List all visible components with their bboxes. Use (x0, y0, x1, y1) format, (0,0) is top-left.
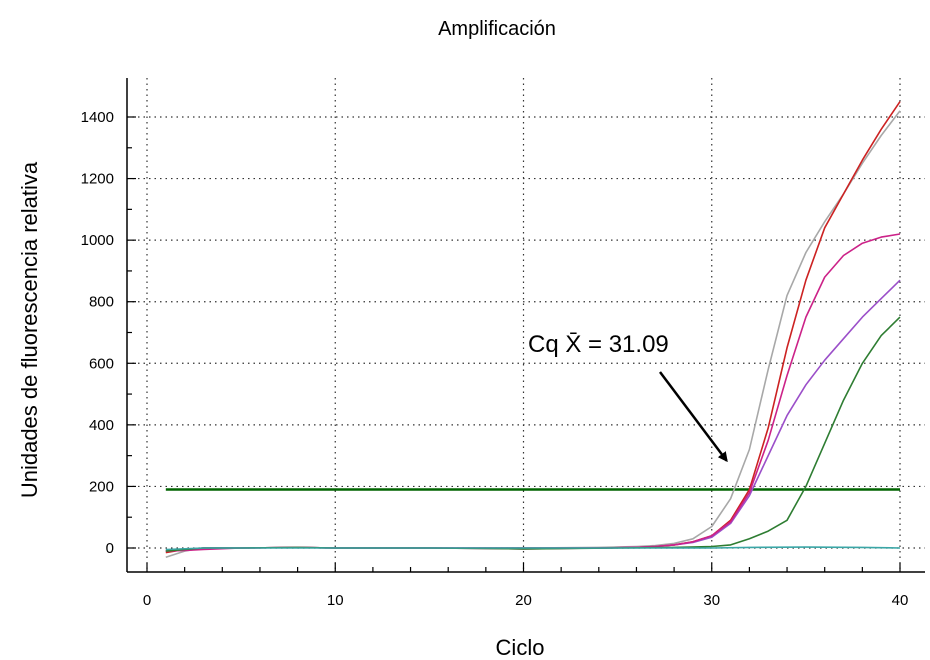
cq-annotation: Cq X̄ = 31.09 (528, 331, 728, 463)
cq-arrow (659, 371, 728, 463)
y-tick-label: 1200 (81, 171, 114, 188)
amplification-curve (165, 279, 901, 552)
x-tick-label: 10 (327, 592, 344, 609)
y-tick-label: 200 (89, 478, 114, 495)
x-tick-label: 30 (703, 592, 720, 609)
y-tick-label: 800 (89, 294, 114, 311)
y-tick-label: 1400 (81, 109, 114, 126)
cq-annotation-label: Cq X̄ = 31.09 (528, 331, 669, 358)
grid-lines (127, 78, 925, 572)
chart-title: Amplificación (438, 18, 556, 40)
y-axis-title: Unidades de fluorescencia relativa (17, 161, 42, 498)
x-tick-label: 20 (515, 592, 532, 609)
y-tick-label: 1000 (81, 232, 114, 249)
y-tick-label: 600 (89, 355, 114, 372)
x-tick-label: 0 (143, 592, 151, 609)
amplification-curve (165, 233, 901, 552)
x-axis-title: Ciclo (496, 635, 545, 660)
amplification-curve (165, 101, 901, 554)
amplification-curve (165, 546, 901, 551)
y-tick-label: 0 (106, 540, 114, 557)
x-tick-label: 40 (892, 592, 909, 609)
series-layer (165, 101, 901, 558)
y-tick-label: 400 (89, 417, 114, 434)
